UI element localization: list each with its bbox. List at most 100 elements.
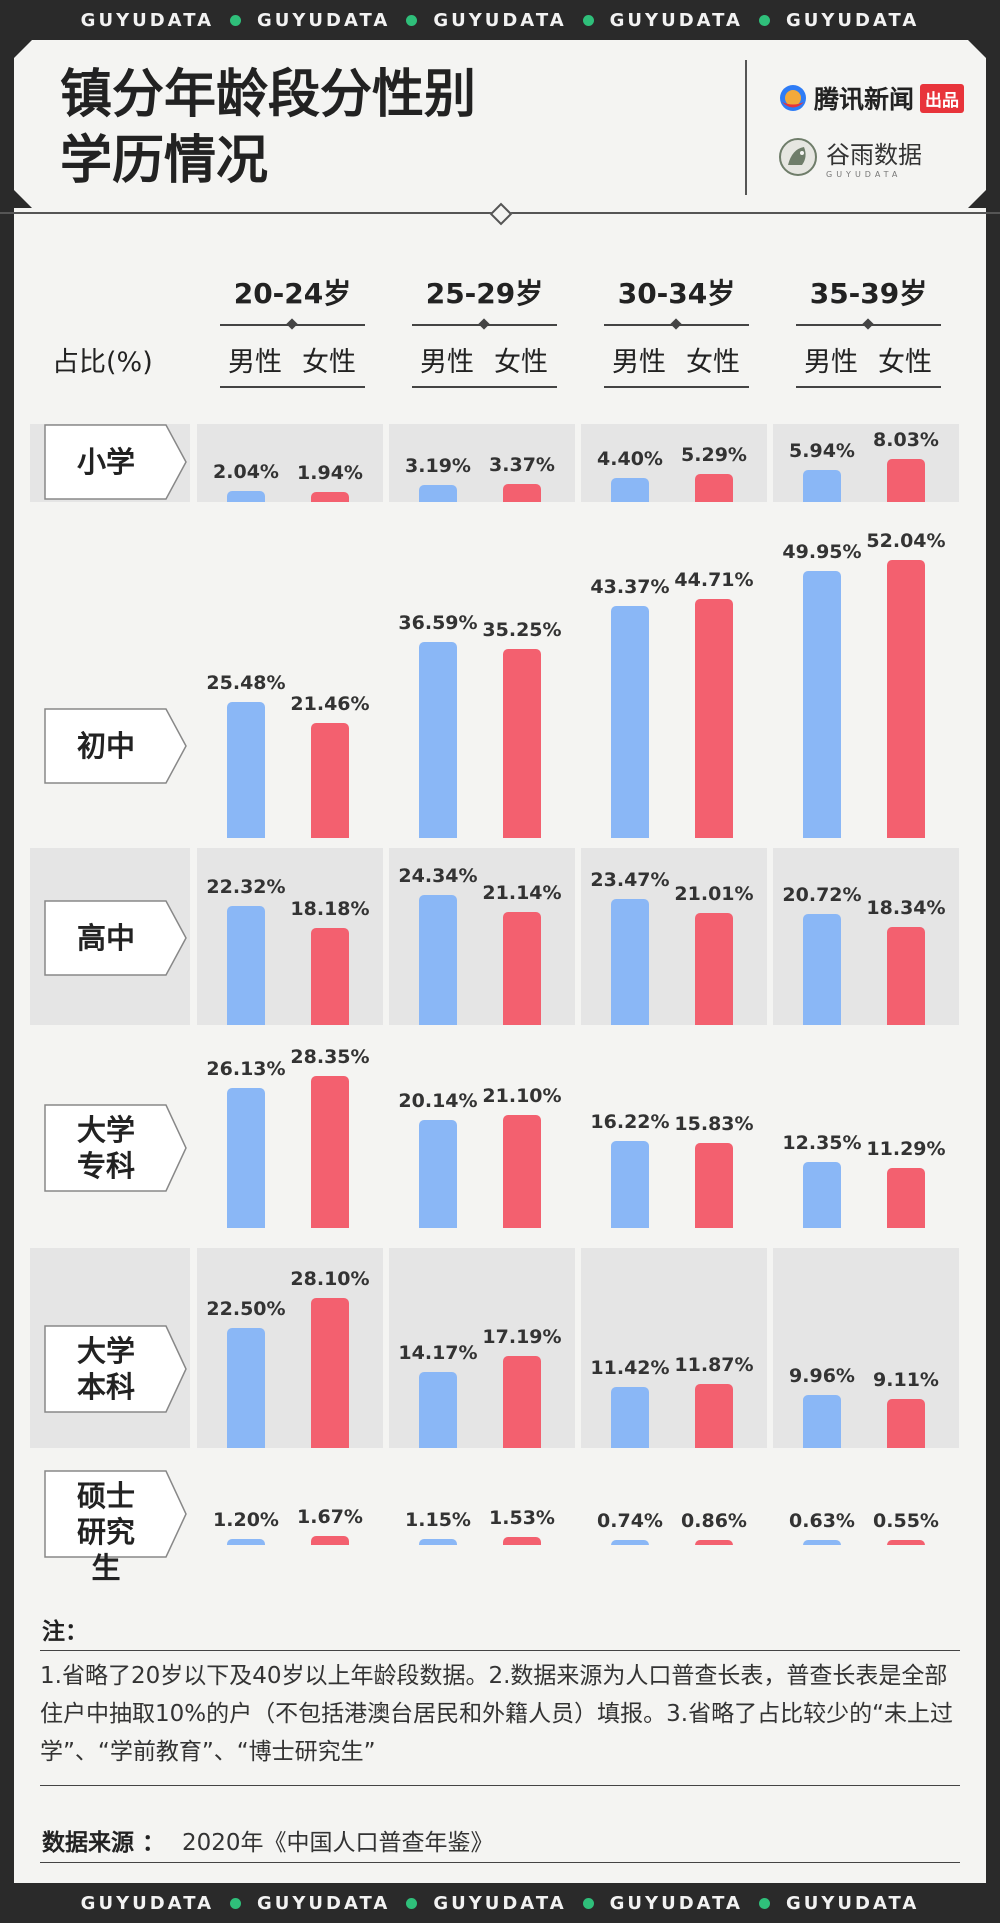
tencent-news-logo-icon xyxy=(780,85,806,111)
ticker-dot xyxy=(758,1897,770,1909)
female-value-label: 21.46% xyxy=(290,693,370,716)
male-value-label: 25.48% xyxy=(206,671,286,694)
ticker-dot xyxy=(758,14,770,26)
title-line-2: 学历情况 xyxy=(60,131,269,191)
female-bar xyxy=(311,927,349,1025)
male-value-label: 5.94% xyxy=(789,440,855,463)
female-bar xyxy=(887,1167,925,1228)
corner-header-left xyxy=(14,190,32,208)
female-value-label: 0.86% xyxy=(681,1510,747,1532)
ticker-word: GUYUDATA xyxy=(433,9,567,31)
level-tag-shape xyxy=(44,1470,187,1558)
male-bar xyxy=(419,484,457,502)
male-bar xyxy=(227,1327,265,1448)
female-bar xyxy=(887,1540,925,1545)
female-bar xyxy=(695,912,733,1025)
age-group-underline xyxy=(412,386,557,388)
female-bar xyxy=(695,1540,733,1545)
ticker-word: GUYUDATA xyxy=(609,9,743,31)
female-bar xyxy=(695,473,733,502)
male-value-label: 12.35% xyxy=(782,1131,862,1154)
female-bar xyxy=(503,911,541,1025)
level-label: 初中 xyxy=(76,729,135,763)
male-bar xyxy=(611,899,649,1025)
ticker-word: GUYUDATA xyxy=(609,1892,743,1914)
row-band-cell xyxy=(773,1248,959,1448)
level-tag-shape xyxy=(44,1325,187,1413)
male-bar xyxy=(803,470,841,502)
male-bar xyxy=(611,1141,649,1228)
notes-bottom-rule xyxy=(40,1785,960,1786)
level-label: 大学专科 xyxy=(76,1113,135,1183)
female-value-label: 28.10% xyxy=(290,1267,370,1290)
notes-top-rule xyxy=(40,1650,960,1651)
row-band-cell xyxy=(197,848,383,1025)
male-label: 男性 xyxy=(612,347,666,378)
female-bar xyxy=(695,1143,733,1228)
female-value-label: 1.67% xyxy=(297,1506,363,1529)
level-tag-shape xyxy=(44,1104,187,1192)
male-value-label: 23.47% xyxy=(590,869,670,892)
female-value-label: 21.14% xyxy=(482,881,562,904)
guyu-data-name: 谷雨数据 xyxy=(826,141,922,169)
female-label: 女性 xyxy=(302,347,356,378)
notes-title: 注： xyxy=(42,1619,88,1645)
female-value-label: 35.25% xyxy=(482,619,562,642)
male-value-label: 16.22% xyxy=(590,1111,670,1134)
male-value-label: 1.20% xyxy=(213,1508,279,1531)
male-value-label: 26.13% xyxy=(206,1058,286,1081)
row-band-cell xyxy=(197,424,383,502)
brand-divider xyxy=(745,60,747,195)
male-value-label: 9.96% xyxy=(789,1364,855,1387)
level-label: 高中 xyxy=(76,921,135,955)
male-bar xyxy=(611,478,649,502)
female-value-label: 5.29% xyxy=(681,443,747,466)
male-value-label: 11.42% xyxy=(590,1356,670,1379)
male-label: 男性 xyxy=(420,347,474,378)
female-bar xyxy=(503,649,541,838)
row-band-cell xyxy=(581,1248,767,1448)
female-label: 女性 xyxy=(686,347,740,378)
age-group-underline xyxy=(796,386,941,388)
male-bar xyxy=(419,1120,457,1228)
male-value-label: 3.19% xyxy=(405,454,471,477)
row-band-cell xyxy=(773,848,959,1025)
male-bar xyxy=(803,1161,841,1228)
female-value-label: 21.10% xyxy=(482,1085,562,1108)
male-value-label: 0.74% xyxy=(597,1510,663,1532)
female-bar xyxy=(311,1536,349,1545)
female-value-label: 11.87% xyxy=(674,1354,754,1377)
female-value-label: 15.83% xyxy=(674,1113,754,1136)
ticker-dot xyxy=(230,14,241,26)
male-bar xyxy=(227,905,265,1025)
male-label: 男性 xyxy=(228,347,282,378)
male-value-label: 36.59% xyxy=(398,612,478,635)
ticker-word: GUYUDATA xyxy=(785,9,920,31)
female-bar xyxy=(311,723,349,838)
male-value-label: 20.14% xyxy=(398,1090,478,1113)
male-bar xyxy=(803,1540,841,1545)
ticker-dot xyxy=(582,1897,594,1909)
age-group-underline xyxy=(604,386,749,388)
tencent-news-badge: 出品 xyxy=(920,83,965,113)
corner-top-left xyxy=(14,40,32,58)
female-value-label: 9.11% xyxy=(873,1369,939,1392)
male-value-label: 24.34% xyxy=(398,864,478,887)
male-value-label: 20.72% xyxy=(782,884,862,907)
female-value-label: 18.18% xyxy=(290,897,370,920)
male-bar xyxy=(227,491,265,502)
level-label: 硕士研究生 xyxy=(76,1479,135,1585)
male-value-label: 2.04% xyxy=(213,461,279,484)
male-bar xyxy=(803,914,841,1025)
male-bar xyxy=(227,1088,265,1228)
age-group-label: 35-39岁 xyxy=(809,277,928,310)
source-rule xyxy=(40,1862,960,1863)
female-value-label: 44.71% xyxy=(674,568,754,591)
level-tag-shape xyxy=(44,424,187,500)
female-bar xyxy=(503,483,541,502)
female-value-label: 1.94% xyxy=(297,461,363,484)
tencent-news-brand: 腾讯新闻 出品 xyxy=(778,80,965,116)
male-value-label: 22.50% xyxy=(206,1297,286,1320)
title-line-1: 镇分年龄段分性别 xyxy=(60,65,477,125)
female-value-label: 28.35% xyxy=(290,1046,370,1069)
